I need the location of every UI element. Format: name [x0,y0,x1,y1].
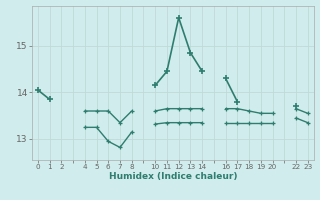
X-axis label: Humidex (Indice chaleur): Humidex (Indice chaleur) [108,172,237,181]
